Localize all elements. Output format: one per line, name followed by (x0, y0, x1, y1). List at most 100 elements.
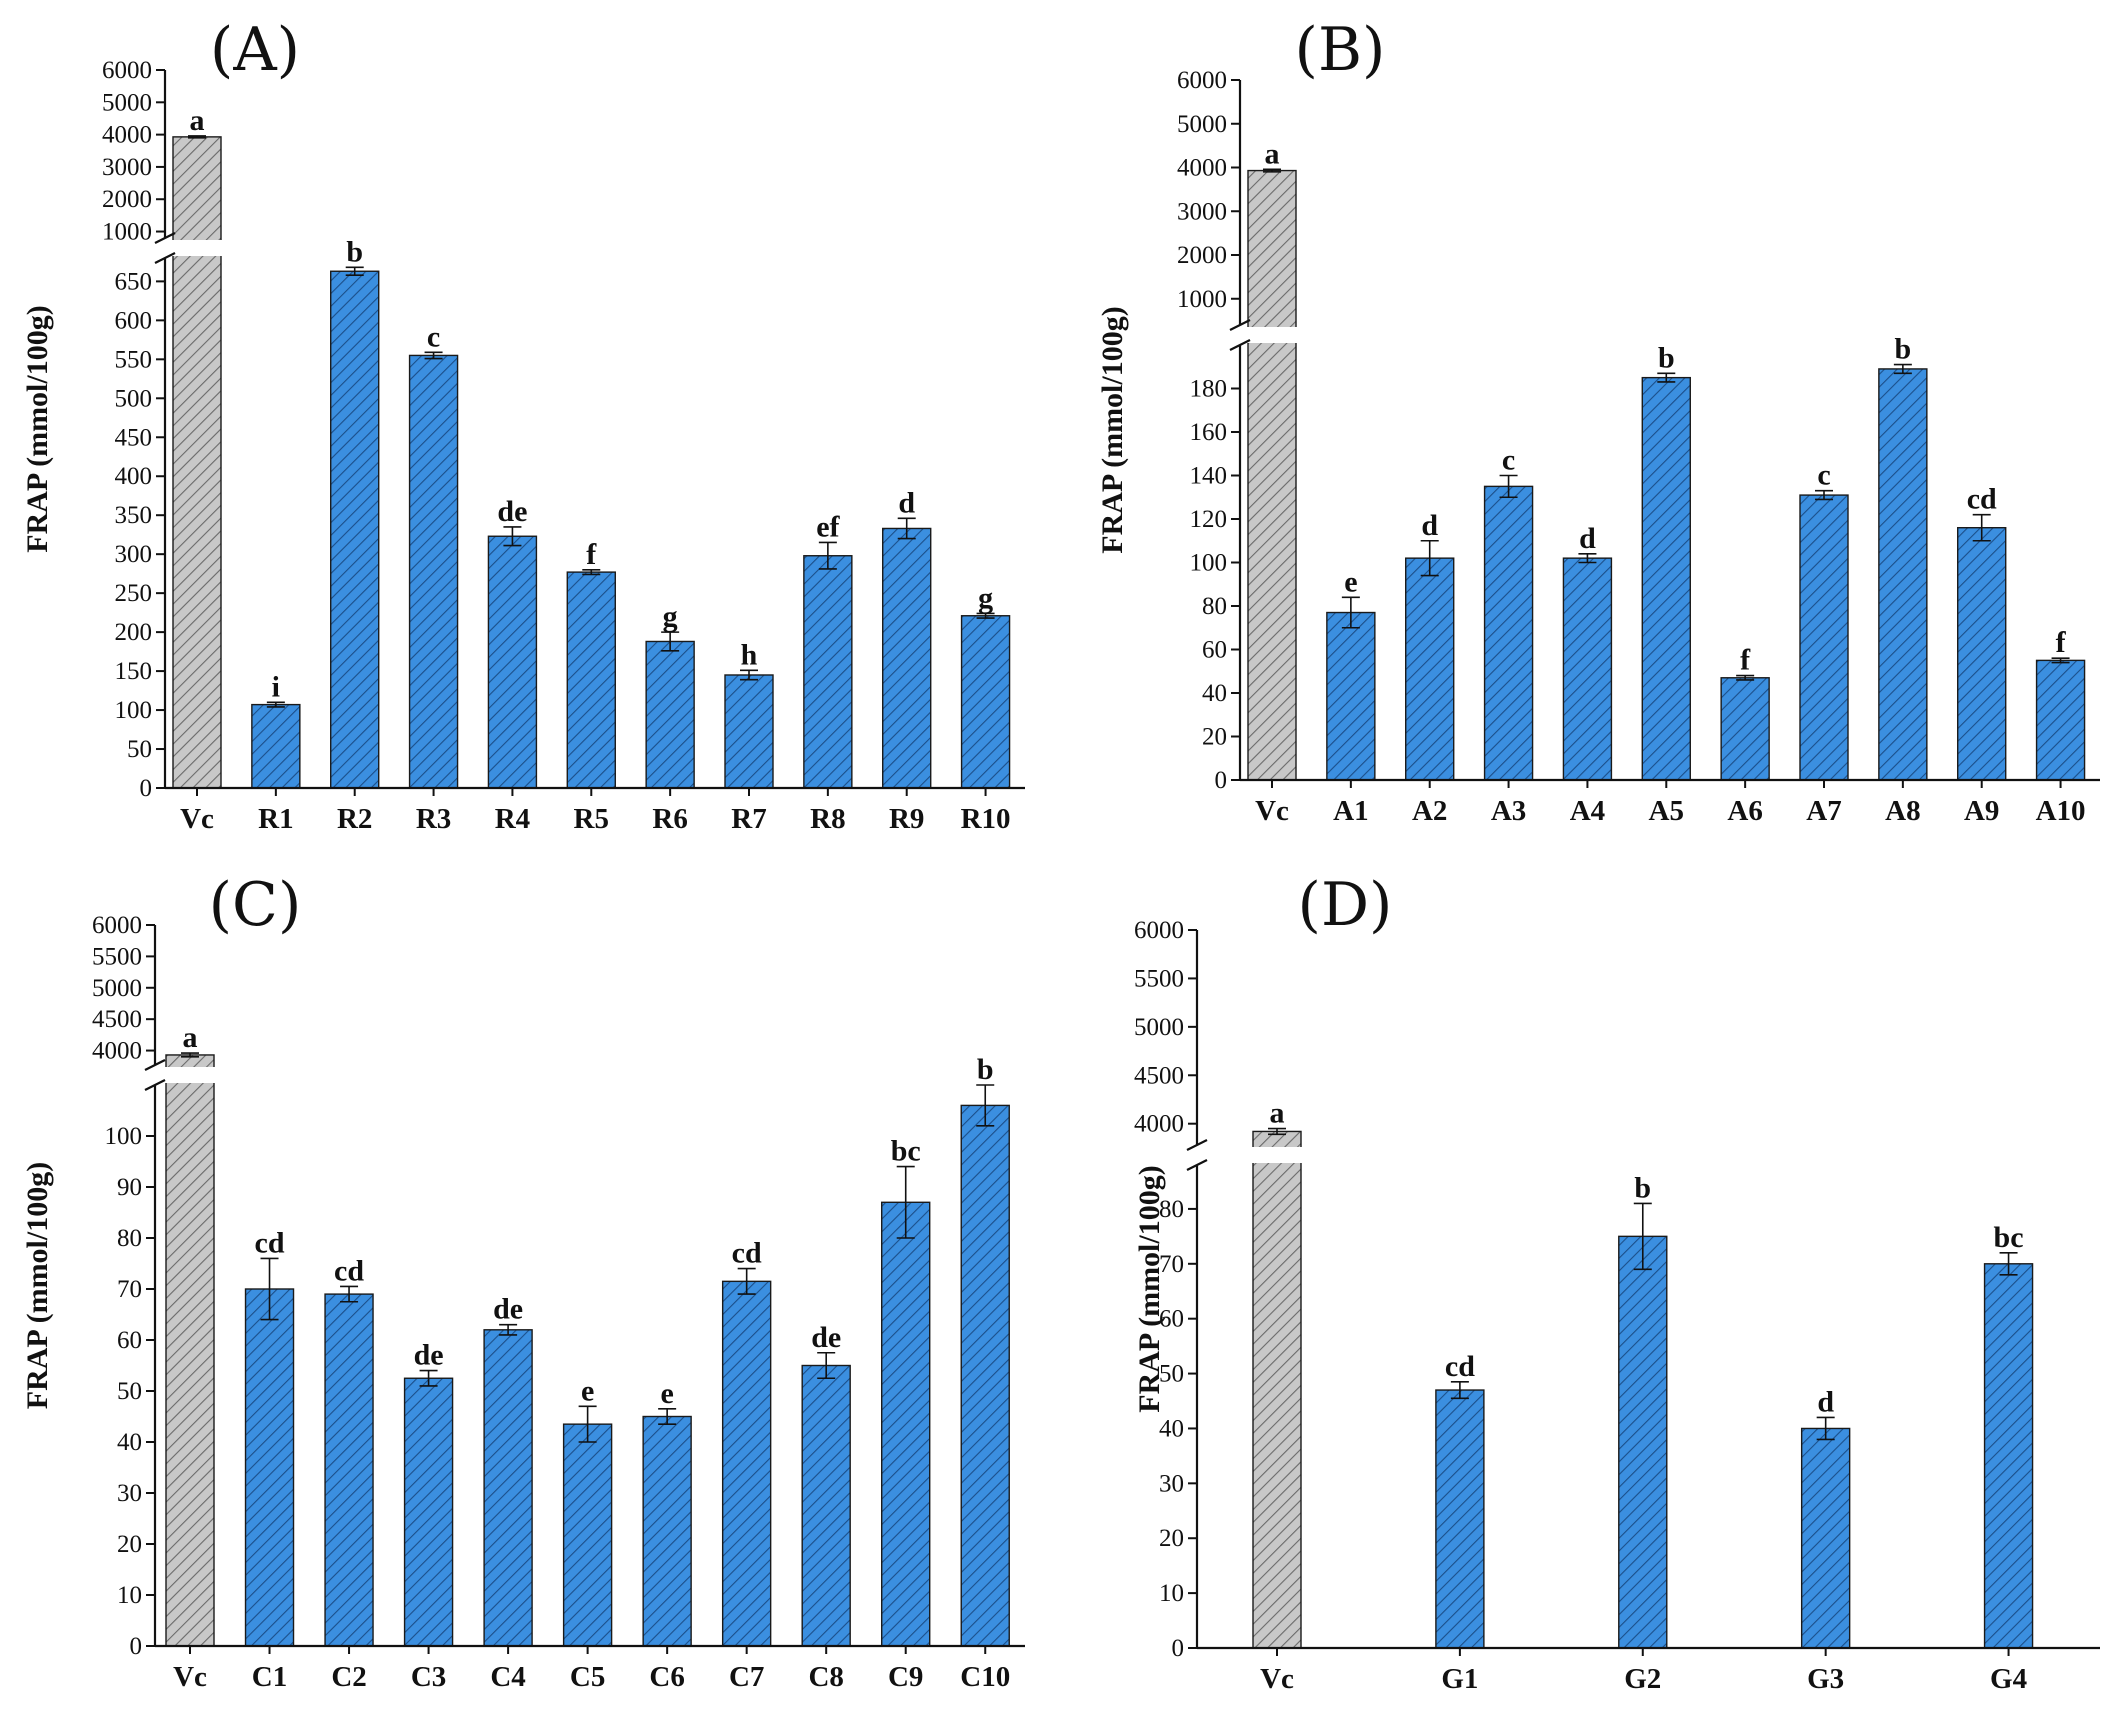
category-label-a10: A10 (2036, 795, 2086, 827)
sig-letter-a5: b (1658, 341, 1675, 374)
category-label-g2: G2 (1624, 1663, 1661, 1695)
y-tick-label: 40 (1159, 1415, 1184, 1442)
y-tick-label: 250 (115, 580, 153, 607)
sig-letter-c2: cd (334, 1254, 364, 1287)
y-tick-label: 5500 (1134, 965, 1184, 992)
sig-letter-c10: b (977, 1053, 994, 1086)
sig-letter-a4: d (1579, 522, 1596, 555)
y-tick-label: 60 (117, 1327, 142, 1354)
bar-r8 (803, 555, 853, 789)
y-tick-label: 160 (1190, 419, 1228, 446)
y-tick-label: 140 (1190, 463, 1228, 490)
y-tick-label: 500 (115, 385, 153, 412)
sig-letter-r1: i (272, 670, 280, 703)
panel-letter: (D) (1298, 870, 1393, 940)
category-label-r10: R10 (961, 803, 1011, 835)
y-tick-label: 2000 (102, 186, 152, 213)
y-tick-label: 90 (117, 1174, 142, 1201)
bar-c7 (721, 1280, 772, 1647)
break-mark-lower (1229, 339, 1251, 351)
y-tick-label: 5000 (92, 975, 142, 1002)
bar-r5 (566, 571, 616, 789)
category-label-r6: R6 (652, 803, 687, 835)
y-tick-label: 50 (127, 736, 152, 763)
bar-a5 (1641, 376, 1691, 781)
y-tick-label: 80 (1202, 593, 1227, 620)
category-label-c1: C1 (252, 1661, 287, 1693)
category-label-c10: C10 (960, 1661, 1010, 1693)
sig-letter-c8: de (811, 1321, 841, 1354)
category-label-vc: Vc (1260, 1663, 1294, 1695)
y-tick-label: 5500 (92, 943, 142, 970)
category-label-g3: G3 (1807, 1663, 1844, 1695)
axis-break-gap (164, 1067, 216, 1083)
bar-c10 (960, 1104, 1010, 1647)
bar-c5 (562, 1423, 613, 1647)
bar-r6 (645, 640, 695, 789)
y-tick-label: 300 (115, 541, 153, 568)
bar-g3 (1800, 1427, 1851, 1649)
y-tick-label: 180 (1190, 376, 1228, 403)
category-label-vc: Vc (1255, 795, 1289, 827)
y-tick-label: 5000 (1177, 111, 1227, 138)
bar-g2 (1618, 1235, 1668, 1649)
sig-letter-r8: ef (816, 510, 840, 543)
bar-c4 (483, 1329, 533, 1647)
sig-letter-r6: g (663, 600, 678, 633)
bar-a6 (1720, 677, 1770, 781)
bar-a8 (1878, 368, 1928, 781)
bar-r10 (960, 615, 1011, 789)
category-label-c5: C5 (570, 1661, 605, 1693)
y-tick-label: 4000 (102, 122, 152, 149)
bar-r7 (724, 674, 774, 789)
panel-letter: (A) (210, 15, 300, 85)
category-label-r2: R2 (337, 803, 372, 835)
sig-letter-r3: c (427, 320, 440, 353)
bar-a7 (1799, 494, 1849, 781)
y-tick-label: 60 (1159, 1306, 1184, 1333)
panel-letter: (B) (1295, 15, 1386, 85)
bar-g4 (1983, 1263, 2034, 1649)
break-mark-upper (144, 1059, 166, 1071)
category-label-a4: A4 (1570, 795, 1605, 827)
sig-letter-a3: c (1502, 444, 1515, 477)
y-tick-label: 60 (1202, 637, 1227, 664)
sig-letter-c5: e (581, 1374, 594, 1407)
category-label-a1: A1 (1333, 795, 1368, 827)
sig-letter-r9: d (898, 486, 915, 519)
sig-letter-c6: e (660, 1377, 673, 1410)
sig-letter-vc: a (190, 104, 205, 137)
y-axis-label: FRAP (mmol/100g) (1133, 1165, 1166, 1412)
bar-c3 (403, 1377, 454, 1647)
category-label-c8: C8 (808, 1661, 843, 1693)
y-tick-label: 20 (117, 1531, 142, 1558)
bar-vc (172, 136, 222, 789)
category-label-c2: C2 (331, 1661, 366, 1693)
bar-vc (1252, 1130, 1302, 1649)
bar-a9 (1957, 527, 2007, 781)
y-tick-label: 0 (130, 1633, 143, 1660)
y-axis-label: FRAP (mmol/100g) (21, 1162, 54, 1409)
chart-panel-2: (B) FRAP (mmol/100g) a Vc e A1 d A2 c A3 d A4 b A5 f A6… (1096, 15, 2100, 827)
y-tick-label: 0 (1172, 1635, 1185, 1662)
bar-r9 (882, 527, 932, 789)
y-tick-label: 600 (115, 307, 153, 334)
bar-vc (165, 1054, 215, 1647)
bar-a1 (1326, 611, 1376, 781)
y-tick-label: 10 (1159, 1580, 1184, 1607)
sig-letter-r10: g (978, 581, 993, 614)
bar-c9 (881, 1201, 931, 1647)
y-tick-label: 50 (1159, 1361, 1184, 1388)
category-label-r4: R4 (495, 803, 530, 835)
bar-r3 (408, 354, 459, 789)
y-tick-label: 80 (1159, 1196, 1184, 1223)
y-tick-label: 20 (1202, 724, 1227, 751)
y-axis-label: FRAP (mmol/100g) (1096, 306, 1129, 553)
category-label-r1: R1 (258, 803, 293, 835)
y-tick-label: 4500 (92, 1006, 142, 1033)
bar-a2 (1405, 557, 1455, 781)
y-tick-label: 450 (115, 424, 153, 451)
bar-g1 (1435, 1389, 1485, 1649)
sig-letter-vc: a (183, 1021, 198, 1054)
y-tick-label: 6000 (1177, 67, 1227, 94)
